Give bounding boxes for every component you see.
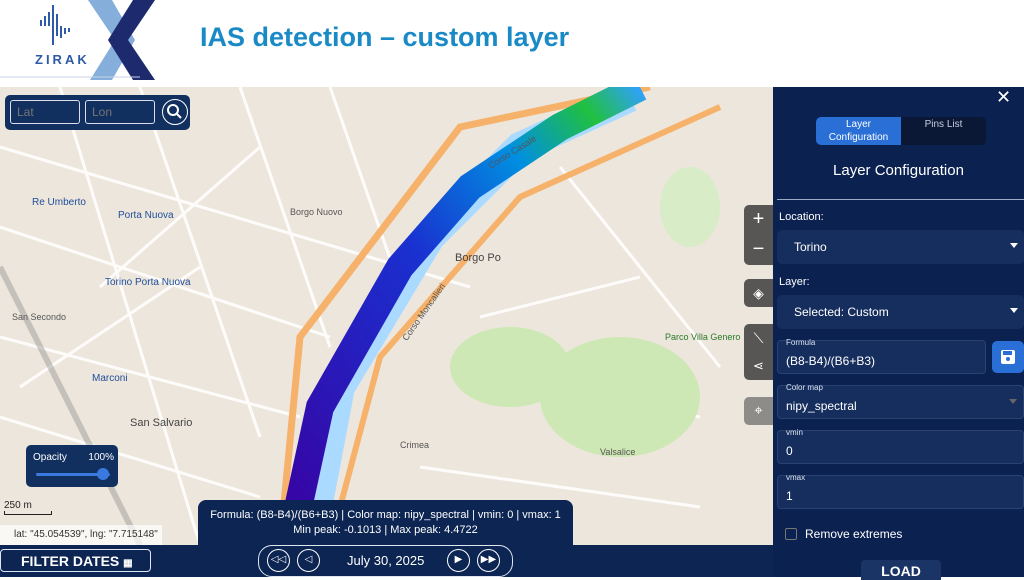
remove-extremes-checkbox[interactable] <box>785 528 797 540</box>
save-icon <box>1001 350 1015 364</box>
map-label: Marconi <box>92 373 128 384</box>
layer-label: Layer: <box>779 276 810 288</box>
opacity-value: 100% <box>88 452 114 463</box>
next-date-icon[interactable]: ▶ <box>447 549 470 572</box>
map-label: Valsalice <box>600 447 636 457</box>
map-label: San Secondo <box>12 312 67 322</box>
save-formula-button[interactable] <box>992 341 1024 373</box>
load-button[interactable]: LOAD <box>861 560 941 580</box>
map-label: Crimea <box>400 440 430 450</box>
vmin-input[interactable]: vmin 0 <box>777 428 1024 464</box>
scale-label: 250 m <box>4 500 32 511</box>
layer-config-panel: ✕ Layer Configuration Pins List Layer Co… <box>773 87 1024 580</box>
search-button[interactable] <box>162 99 188 125</box>
location-select[interactable]: Torino <box>777 230 1024 264</box>
map-tiles[interactable] <box>0 87 773 545</box>
rewind-icon[interactable]: ◁◁ <box>267 549 290 572</box>
coordinate-search <box>5 95 190 130</box>
lat-input[interactable] <box>10 100 80 124</box>
page-title: IAS detection – custom layer <box>200 22 570 52</box>
vmax-label: vmax <box>786 473 806 482</box>
opacity-slider-handle[interactable] <box>97 468 109 480</box>
layer-peaks-line: Min peak: -0.1013 | Max peak: 4.4722 <box>293 524 478 536</box>
search-icon <box>167 104 182 119</box>
filter-dates-label: FILTER DATES <box>21 553 120 569</box>
formula-input[interactable]: Formula (B8-B4)/(B6+B3) <box>777 338 986 374</box>
close-icon[interactable]: ✕ <box>996 87 1012 107</box>
opacity-label: Opacity <box>33 452 67 463</box>
date-navigator: ◁◁ ◁ July 30, 2025 ▶ ▶▶ <box>258 545 513 577</box>
divider <box>777 199 1024 200</box>
ndvi-layer-overlay <box>276 87 647 545</box>
vmax-input[interactable]: vmax 1 <box>777 473 1024 509</box>
draw-tools: ⟍ ⋖ <box>744 324 773 380</box>
opacity-slider[interactable] <box>36 473 110 476</box>
zirak-logo: ZIRAK <box>0 0 155 80</box>
colormap-value: nipy_spectral <box>786 399 857 413</box>
header: ZIRAK IAS detection – custom layer <box>0 0 1024 87</box>
vmin-value: 0 <box>786 444 793 458</box>
colormap-label: Color map <box>786 383 823 392</box>
opacity-control: Opacity 100% <box>26 445 118 487</box>
cursor-coordinates: lat: "45.054539", lng: "7.715148" <box>0 525 162 545</box>
draw-polyline-icon[interactable]: ⋖ <box>753 358 764 373</box>
tab-layer-configuration[interactable]: Layer Configuration <box>816 117 901 145</box>
calendar-icon: ▦ <box>123 558 133 569</box>
map-label: Parco Villa Genero <box>665 332 741 342</box>
tab-pins-list[interactable]: Pins List <box>924 119 963 130</box>
scale-bar: 250 m <box>4 500 52 515</box>
vmin-label: vmin <box>786 428 803 437</box>
vmax-value: 1 <box>786 489 793 503</box>
map-label: Re Umberto <box>32 197 86 208</box>
panel-title: Layer Configuration <box>833 162 964 179</box>
map[interactable]: Borgo Po Borgo Nuovo Porta Nuova Torino … <box>0 87 773 545</box>
formula-label: Formula <box>786 338 816 347</box>
fast-forward-icon[interactable]: ▶▶ <box>477 549 500 572</box>
remove-extremes-label: Remove extremes <box>805 527 903 541</box>
draw-line-icon[interactable]: ⟍ <box>753 330 764 346</box>
zoom-in-button[interactable]: + <box>752 208 765 230</box>
layer-info-line: Formula: (B8-B4)/(B6+B3) | Color map: ni… <box>210 509 561 521</box>
layers-icon[interactable]: ◈ <box>744 279 773 307</box>
previous-date-icon[interactable]: ◁ <box>297 549 320 572</box>
chevron-down-icon <box>1009 399 1017 404</box>
zoom-out-button[interactable]: − <box>752 238 765 260</box>
current-date: July 30, 2025 <box>347 553 425 568</box>
map-label: Borgo Nuovo <box>290 207 343 217</box>
layer-select[interactable]: Selected: Custom <box>777 295 1024 329</box>
map-label: Porta Nuova <box>118 210 174 221</box>
panel-tabs: Layer Configuration Pins List <box>816 117 986 145</box>
map-label: San Salvario <box>130 417 193 429</box>
formula-value: (B8-B4)/(B6+B3) <box>786 354 876 368</box>
locate-icon[interactable]: ⌖ <box>744 397 773 425</box>
chevron-down-icon <box>1010 243 1018 248</box>
layer-value: Selected: Custom <box>794 305 889 319</box>
location-label: Location: <box>779 211 824 223</box>
chevron-down-icon <box>1010 308 1018 313</box>
map-label: Borgo Po <box>455 252 501 264</box>
zoom-controls: + − <box>744 205 773 265</box>
layer-info-box: Formula: (B8-B4)/(B6+B3) | Color map: ni… <box>198 500 573 545</box>
svg-text:ZIRAK: ZIRAK <box>35 52 90 67</box>
lon-input[interactable] <box>85 100 155 124</box>
filter-dates-button[interactable]: FILTER DATES ▦ <box>0 549 151 572</box>
map-label: Torino Porta Nuova <box>105 277 191 288</box>
location-value: Torino <box>794 240 827 254</box>
colormap-select[interactable]: Color map nipy_spectral <box>777 383 1024 419</box>
